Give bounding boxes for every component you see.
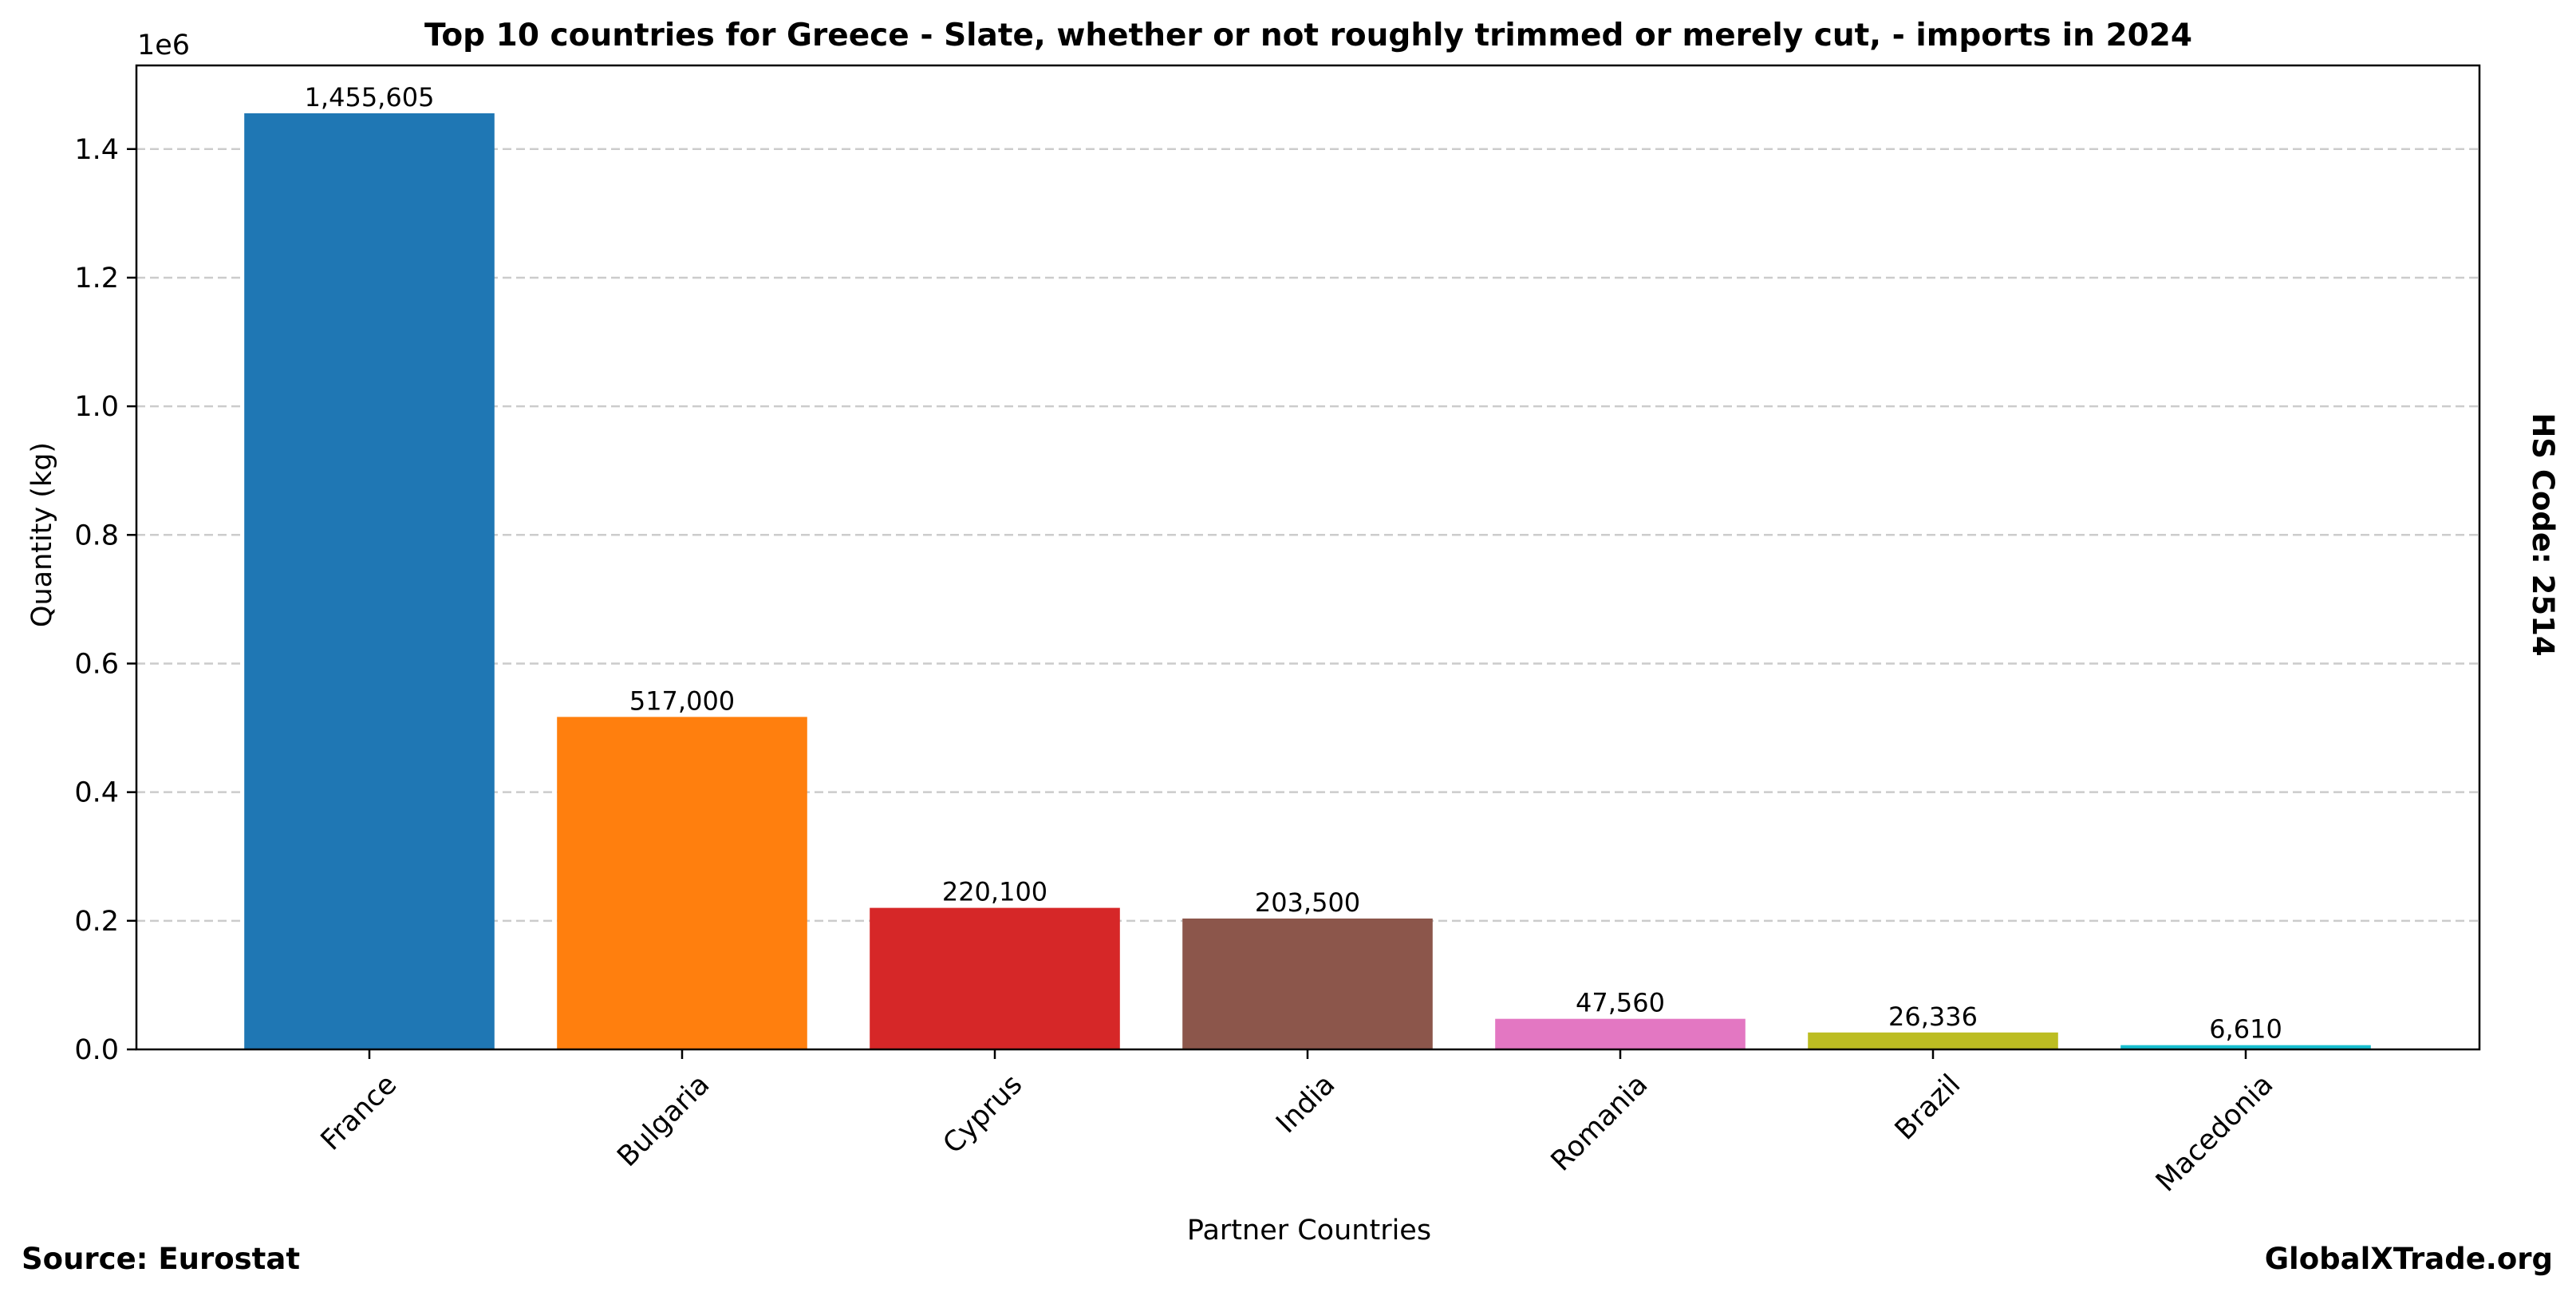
value-label: 6,610: [2209, 1014, 2282, 1045]
y-axis: 0.0 0.2 0.4 0.6 0.8 1.0 1.2 1.4: [74, 134, 136, 1066]
bar-france: [244, 113, 495, 1049]
y-tick-label: 1.2: [74, 263, 119, 294]
y-tick-label: 1.4: [74, 134, 119, 166]
value-labels: 1,455,605 517,000 220,100 203,500 47,560 26,3…: [305, 82, 2282, 1045]
y-tick-label: 0.8: [74, 520, 119, 551]
x-tick-label: Brazil: [1889, 1069, 1967, 1146]
bar-cyprus: [870, 907, 1120, 1049]
x-axis: France Bulgaria Cyprus India Romania Brazil Ma…: [315, 1049, 2279, 1198]
brand-label: GlobalXTrade.org: [2265, 1242, 2553, 1276]
bars: [244, 113, 2371, 1049]
x-tick-label: Macedonia: [2150, 1069, 2279, 1198]
value-label: 517,000: [629, 686, 735, 716]
value-label: 47,560: [1576, 988, 1665, 1018]
y-tick-label: 0.0: [74, 1034, 119, 1066]
x-tick-label: Romania: [1545, 1069, 1655, 1178]
value-label: 26,336: [1888, 1002, 1978, 1032]
y-tick-label: 0.6: [74, 648, 119, 680]
x-tick-label: India: [1270, 1069, 1341, 1140]
x-tick-label: Cyprus: [937, 1069, 1029, 1160]
bar-india: [1182, 919, 1433, 1049]
x-tick-label: Bulgaria: [611, 1069, 716, 1173]
y-axis-label: Quantity (kg): [26, 442, 58, 627]
y-scale-multiplier: 1e6: [137, 30, 190, 61]
bar-bulgaria: [557, 717, 807, 1049]
x-axis-label: Partner Countries: [1187, 1215, 1431, 1247]
bar-romania: [1495, 1018, 1746, 1049]
value-label: 203,500: [1255, 887, 1360, 918]
chart-title: Top 10 countries for Greece - Slate, whe…: [424, 18, 2192, 53]
bar-macedonia: [2120, 1045, 2371, 1049]
value-label: 1,455,605: [305, 82, 435, 113]
source-label: Source: Eurostat: [22, 1242, 300, 1276]
y-tick-label: 0.4: [74, 777, 119, 809]
y-tick-label: 0.2: [74, 906, 119, 938]
hs-code-label: HS Code: 2514: [2526, 413, 2560, 656]
y-tick-label: 1.0: [74, 391, 119, 423]
value-label: 220,100: [942, 877, 1047, 907]
bar-brazil: [1808, 1032, 2058, 1049]
x-tick-label: France: [315, 1069, 404, 1157]
